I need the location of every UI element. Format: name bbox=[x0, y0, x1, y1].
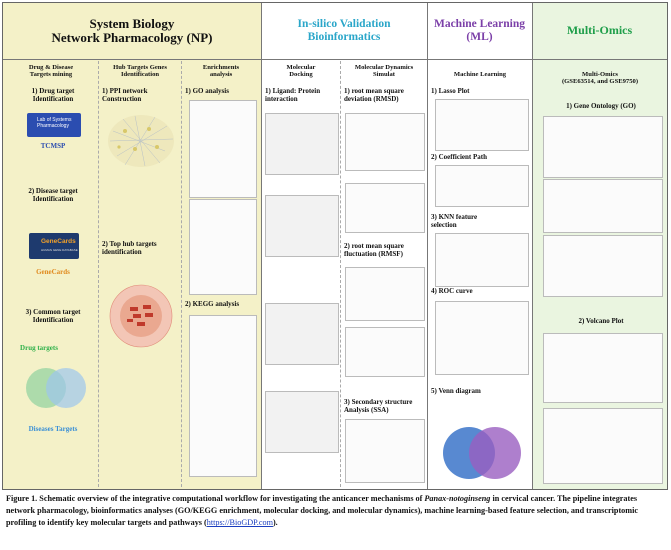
caption-part-a: Schematic overview of the integrative co… bbox=[37, 494, 425, 503]
step-knn: 3) KNN feature selection bbox=[431, 213, 478, 229]
genecards-logo-subtext: HUMAN GENE DATABASE bbox=[41, 248, 78, 252]
step-volcano: 2) Volcano Plot bbox=[578, 317, 624, 325]
species-name: Panax-notoginseng bbox=[424, 494, 491, 503]
step-coefficient-path: 2) Coefficient Path bbox=[431, 153, 487, 161]
omics-go-bars-1 bbox=[543, 116, 663, 178]
step-go-analysis: 1) GO analysis bbox=[185, 87, 229, 95]
volcano-plot-2 bbox=[543, 408, 663, 484]
drug-targets-label: Drug targets bbox=[20, 344, 58, 352]
insilico-header: In-silico Validation Bioinformatics bbox=[297, 18, 391, 43]
volcano-plot-1 bbox=[543, 333, 663, 403]
venn-diagram-drug-disease bbox=[26, 368, 86, 408]
subheader-enrich: Enrichments analysis bbox=[202, 64, 240, 79]
step-rmsd: 1) root mean square deviation (RMSD) bbox=[344, 87, 404, 103]
column-divider bbox=[261, 3, 262, 489]
step-venn: 5) Venn diagram bbox=[431, 387, 481, 395]
subcolumn-divider bbox=[98, 61, 100, 487]
caption-part-c: ). bbox=[272, 518, 278, 528]
genecards-label: GeneCards bbox=[36, 268, 70, 276]
step-common-target: 3) Common target Identification bbox=[25, 308, 81, 324]
go-dotplot bbox=[189, 100, 257, 198]
subcolumn-divider bbox=[340, 61, 342, 487]
step-lasso: 1) Lasso Plot bbox=[431, 87, 470, 95]
coefficient-path-plot bbox=[435, 165, 529, 207]
ml-header: Machine Learning (ML) bbox=[433, 18, 526, 43]
step-drug-target: 1) Drug target Identification bbox=[31, 87, 75, 103]
subheader-docking: Molecular Docking bbox=[286, 64, 316, 79]
docking-structure-2 bbox=[265, 195, 339, 257]
step-top-hub: 2) Top hub targets identification bbox=[102, 240, 157, 256]
tcmsp-logo: Lab of Systems Pharmacology bbox=[27, 113, 81, 137]
ppi-network-image bbox=[108, 115, 174, 167]
disease-targets-label: Diseases Targets bbox=[28, 425, 78, 433]
np-header: System Biology Network Pharmacology (NP) bbox=[51, 15, 213, 45]
kegg-dotplot bbox=[189, 315, 257, 477]
ml-venn-diagram bbox=[443, 427, 521, 479]
tcmsp-label: TCMSP bbox=[40, 142, 66, 150]
step-ssa: 3) Secondary structure Analysis (SSA) bbox=[344, 398, 413, 414]
rmsd-plot-2 bbox=[345, 183, 425, 233]
step-roc: 4) ROC curve bbox=[431, 287, 473, 295]
rmsd-plot bbox=[345, 113, 425, 171]
subheader-md: Molecular Dynamics Simulat bbox=[354, 64, 414, 79]
step-ligand-interaction: 1) Ligand: Protein interaction bbox=[265, 87, 321, 103]
biogdp-link[interactable]: https://BioGDP.com bbox=[206, 518, 273, 528]
workflow-figure: System Biology Network Pharmacology (NP)… bbox=[2, 2, 668, 490]
figure-label: Figure 1. bbox=[6, 494, 38, 503]
omics-go-bars-3 bbox=[543, 235, 663, 297]
genecards-logo: GeneCards HUMAN GENE DATABASE bbox=[29, 233, 79, 259]
subcolumn-divider bbox=[181, 61, 183, 487]
column-divider bbox=[427, 3, 428, 489]
subheader-ml: Machine Learning bbox=[453, 71, 507, 78]
subheader-drug-disease: Drug & Disease Targets mining bbox=[28, 64, 74, 79]
docking-structure-4 bbox=[265, 391, 339, 453]
tcmsp-logo-text: Lab of Systems Pharmacology bbox=[37, 117, 72, 129]
hub-network-image bbox=[109, 284, 173, 348]
omics-go-bars-2 bbox=[543, 179, 663, 233]
column-divider bbox=[532, 3, 533, 489]
rmsf-plot bbox=[345, 267, 425, 321]
knn-plot bbox=[435, 233, 529, 287]
rmsf-plot-2 bbox=[345, 327, 425, 377]
docking-structure-1 bbox=[265, 113, 339, 175]
go-bubble-plot bbox=[189, 199, 257, 295]
docking-structure-3 bbox=[265, 303, 339, 365]
roc-plot bbox=[435, 301, 529, 375]
subheader-omics: Multi-Omics (GSE63514, and GSE9750) bbox=[561, 71, 639, 86]
step-kegg-analysis: 2) KEGG analysis bbox=[185, 300, 240, 308]
genecards-logo-text: GeneCards bbox=[41, 238, 76, 245]
figure-caption: Figure 1. Schematic overview of the inte… bbox=[6, 493, 664, 529]
step-ppi: 1) PPI network Construction bbox=[102, 87, 148, 103]
step-rmsf: 2) root mean square fluctuation (RMSF) bbox=[344, 242, 404, 258]
omics-header: Multi-Omics bbox=[566, 23, 633, 38]
header-divider bbox=[3, 59, 667, 60]
step-disease-target: 2) Disease target Identification bbox=[28, 187, 78, 203]
step-omics-go: 1) Gene Ontology (GO) bbox=[566, 102, 636, 110]
caption-part-b: in cervical cancer. The pipeline integra… bbox=[6, 494, 639, 528]
ssa-plot bbox=[345, 419, 425, 483]
lasso-plot bbox=[435, 99, 529, 151]
subheader-hub: Hub Targets Genes Identification bbox=[113, 64, 167, 79]
